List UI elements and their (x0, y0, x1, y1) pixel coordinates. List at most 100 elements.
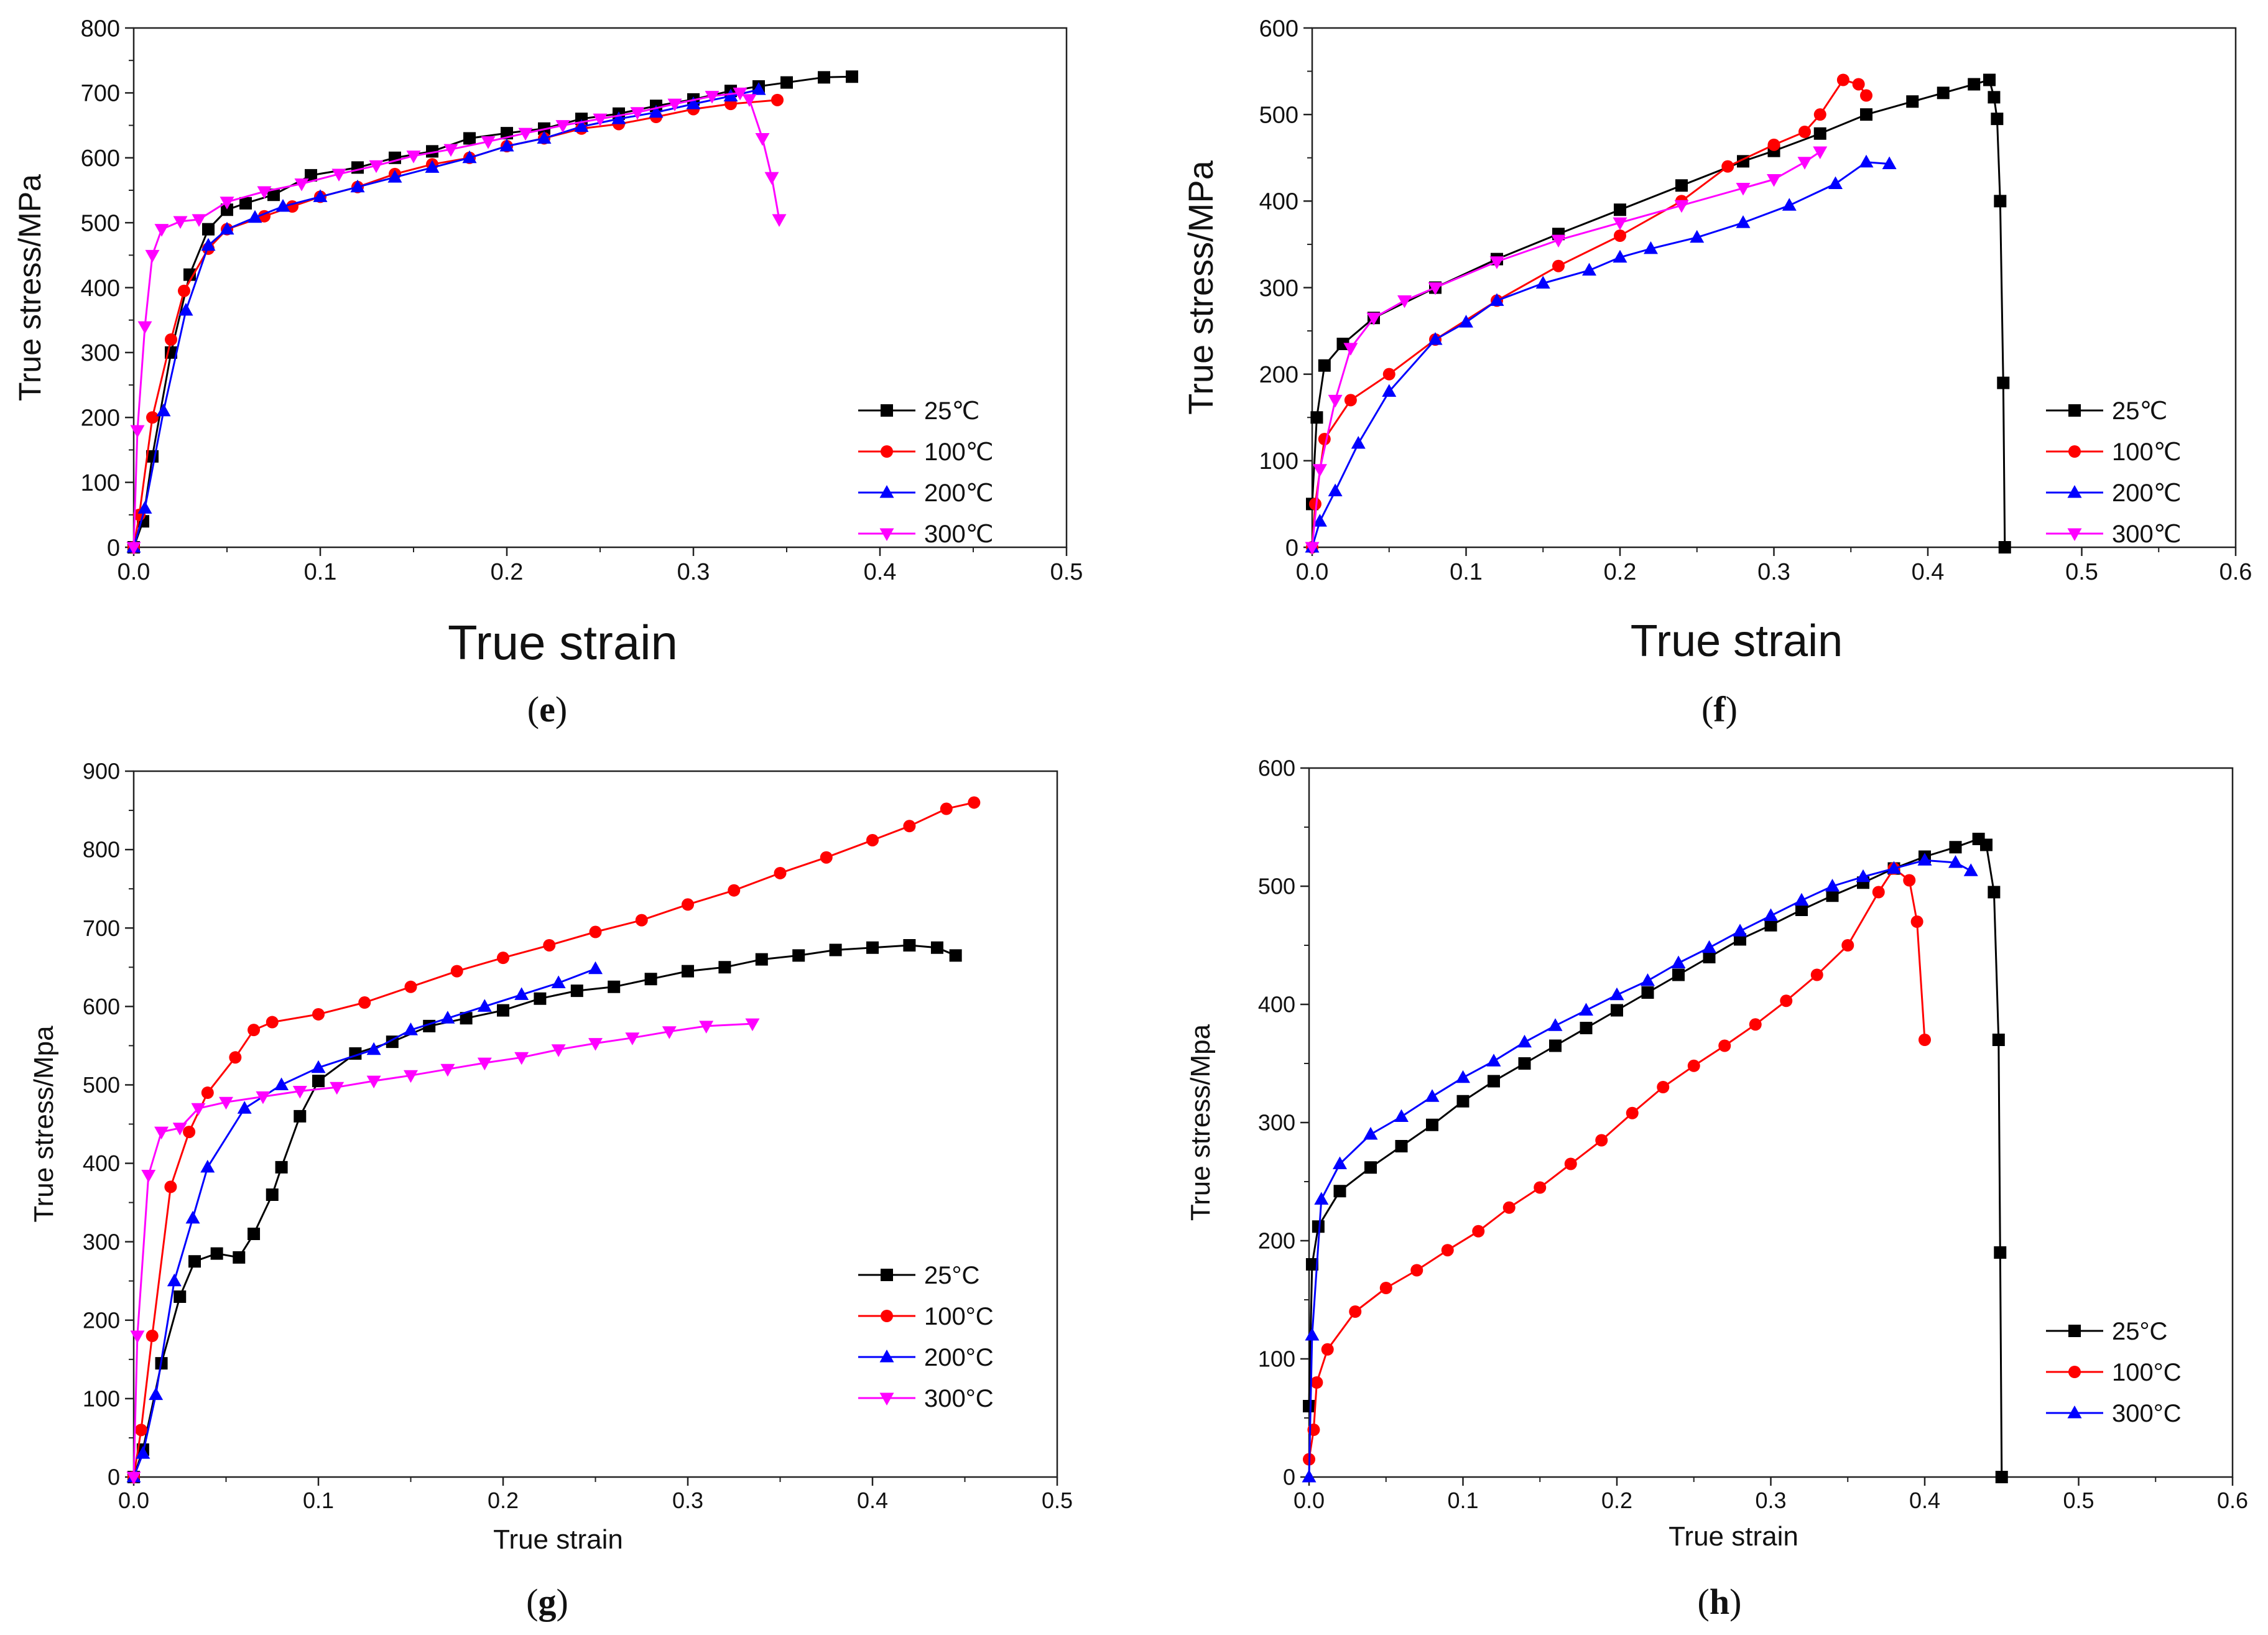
data-point (1988, 886, 2001, 899)
data-point (266, 1188, 279, 1201)
series-line (132, 1022, 753, 1478)
y-tick-label: 500 (1259, 102, 1298, 128)
data-point (589, 925, 602, 938)
data-point (1841, 939, 1854, 952)
data-point (968, 796, 981, 809)
data-point (1797, 157, 1812, 170)
data-point (1852, 78, 1865, 91)
data-point (154, 224, 169, 237)
data-point (1780, 994, 1793, 1007)
data-point (1813, 108, 1826, 121)
y-tick-label: 100 (83, 1386, 120, 1411)
data-point (1517, 1034, 1532, 1048)
panel-label-g: (g) (526, 1582, 568, 1622)
data-point (173, 216, 188, 229)
data-point (266, 1016, 279, 1029)
data-point (164, 1180, 177, 1193)
data-point (1580, 1022, 1593, 1034)
data-point (1992, 1034, 2005, 1046)
x-tick-label: 0.1 (1450, 559, 1483, 585)
legend-marker (2067, 485, 2082, 498)
data-point (192, 214, 206, 227)
y-tick-label: 400 (1259, 189, 1298, 215)
x-tick-label: 0.4 (1909, 1488, 1940, 1513)
y-tick-label: 700 (83, 915, 120, 941)
legend-label: 300℃ (2112, 521, 2182, 548)
data-point (1657, 1081, 1670, 1093)
data-point (1614, 229, 1626, 242)
series-2 (1305, 154, 1897, 553)
data-point (1998, 541, 2011, 553)
y-tick-label: 300 (81, 340, 120, 366)
data-point (1991, 113, 2004, 126)
data-point (723, 88, 738, 102)
data-point (1736, 215, 1751, 228)
legend-marker (2067, 1406, 2082, 1419)
x-axis-label: True strain (448, 615, 678, 670)
data-point (1343, 343, 1358, 356)
data-point (185, 1210, 200, 1224)
data-point (1963, 863, 1978, 876)
data-point (497, 1004, 509, 1017)
data-point (1534, 1181, 1547, 1194)
x-tick-label: 0.3 (1755, 1488, 1786, 1513)
data-point (537, 131, 552, 144)
data-point (1564, 1157, 1577, 1170)
series-3 (1305, 146, 1828, 555)
data-point (137, 501, 152, 514)
data-point (1764, 919, 1777, 932)
legend: 25°C 100°C 300°C (2046, 1318, 2182, 1427)
data-point (1919, 1034, 1931, 1046)
y-tick-label: 700 (81, 81, 120, 107)
data-point (1549, 1039, 1562, 1052)
plot-frame (1308, 767, 2234, 1478)
data-point (201, 238, 216, 251)
data-point (1860, 89, 1872, 102)
data-point (514, 987, 529, 1000)
panel-label-e: (e) (527, 689, 567, 729)
data-point (818, 71, 830, 84)
data-point (1609, 987, 1624, 1001)
data-point (1736, 182, 1751, 196)
data-point (1910, 915, 1923, 928)
data-point (1397, 295, 1412, 308)
data-point (866, 833, 879, 846)
data-point (219, 1096, 233, 1110)
x-tick-label: 0.3 (677, 559, 710, 585)
y-axis-label: True stress/MPa (1181, 160, 1220, 415)
series-line (1311, 79, 1868, 548)
data-point (745, 1018, 760, 1032)
data-point (1382, 384, 1397, 397)
data-point (771, 93, 784, 106)
series-0 (1306, 73, 2011, 553)
data-point (174, 1290, 187, 1303)
data-point (1641, 986, 1654, 999)
data-point (1582, 262, 1596, 276)
data-point (1917, 853, 1932, 866)
data-point (686, 96, 701, 109)
data-point (450, 965, 463, 978)
data-point (1718, 1039, 1731, 1052)
series-line (132, 99, 778, 548)
data-point (682, 898, 694, 911)
data-point (499, 138, 514, 152)
data-point (1767, 174, 1781, 187)
data-point (462, 150, 477, 164)
data-point (1968, 78, 1981, 91)
data-point (267, 188, 280, 201)
data-point (1318, 433, 1331, 446)
data-point (294, 178, 309, 192)
data-point (1321, 1343, 1334, 1356)
data-point (764, 172, 779, 185)
legend-marker (879, 485, 894, 498)
data-point (1703, 951, 1716, 963)
chart-panel-h: 0.0 0.1 0.2 0.3 0.4 0.5 0.6 0 100 200 300 400 500 600… (1185, 756, 2248, 1552)
data-point (1764, 908, 1778, 921)
data-point (1672, 968, 1685, 981)
legend-label: 300°C (924, 1385, 994, 1412)
data-point (1472, 1225, 1485, 1238)
data-point (1318, 359, 1331, 372)
data-point (305, 169, 317, 182)
data-point (1702, 940, 1716, 953)
data-point (755, 953, 768, 966)
